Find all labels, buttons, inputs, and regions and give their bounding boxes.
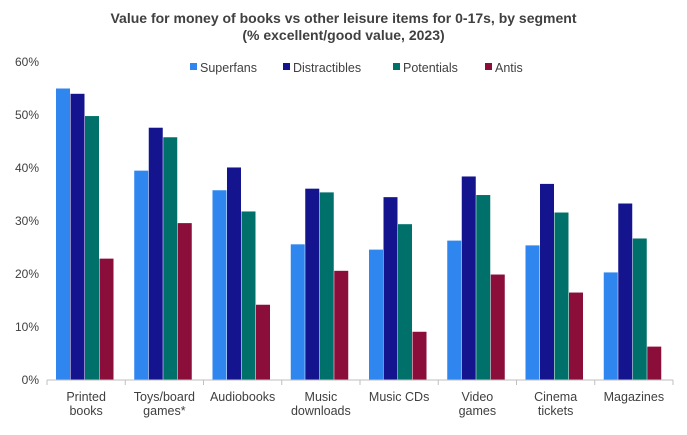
bar-distractibles bbox=[227, 167, 241, 380]
bar-antis bbox=[99, 258, 114, 380]
bar-superfans bbox=[369, 249, 383, 380]
x-category-label: Cinema bbox=[534, 390, 577, 404]
y-tick-label: 20% bbox=[15, 267, 39, 281]
legend-label-distractibles: Distractibles bbox=[293, 61, 361, 75]
bar-potentials bbox=[476, 195, 491, 380]
legend-label-superfans: Superfans bbox=[200, 61, 257, 75]
bar-superfans bbox=[56, 88, 70, 380]
bar-antis bbox=[490, 274, 505, 380]
bar-antis bbox=[256, 304, 270, 380]
x-category-label: Toys/board bbox=[134, 390, 195, 404]
bar-potentials bbox=[85, 116, 99, 380]
bar-distractibles bbox=[461, 176, 476, 380]
bar-antis bbox=[177, 223, 192, 380]
x-category-label: Video bbox=[462, 390, 494, 404]
x-category-label: games* bbox=[143, 404, 186, 418]
legend-swatch-potentials bbox=[393, 63, 400, 70]
y-tick-label: 30% bbox=[15, 214, 39, 228]
bar-superfans bbox=[212, 190, 227, 380]
chart-title-line-1: Value for money of books vs other leisur… bbox=[110, 10, 577, 26]
bar-potentials bbox=[241, 211, 256, 380]
legend-label-potentials: Potentials bbox=[403, 61, 458, 75]
bar-distractibles bbox=[540, 183, 554, 380]
x-category-label: Music CDs bbox=[369, 390, 429, 404]
bar-potentials bbox=[319, 192, 334, 380]
x-category-label: tickets bbox=[538, 404, 573, 418]
legend-swatch-distractibles bbox=[283, 63, 290, 70]
bar-superfans bbox=[525, 245, 540, 380]
bar-superfans bbox=[603, 272, 618, 380]
legend-swatch-antis bbox=[485, 63, 492, 70]
bar-superfans bbox=[290, 244, 305, 380]
bar-distractibles bbox=[383, 197, 398, 380]
bar-distractibles bbox=[305, 188, 320, 380]
bar-superfans bbox=[447, 240, 462, 380]
bar-potentials bbox=[632, 238, 647, 380]
bar-antis bbox=[412, 331, 427, 380]
bar-distractibles bbox=[148, 127, 163, 380]
x-category-label: Music bbox=[305, 390, 338, 404]
y-tick-label: 50% bbox=[15, 108, 39, 122]
y-tick-label: 60% bbox=[15, 55, 39, 69]
y-tick-label: 0% bbox=[22, 373, 40, 387]
legend-label-antis: Antis bbox=[495, 61, 523, 75]
chart-title-line-2: (% excellent/good value, 2023) bbox=[242, 27, 445, 43]
bar-antis bbox=[334, 270, 349, 380]
x-category-label: Magazines bbox=[604, 390, 664, 404]
bar-antis bbox=[569, 292, 583, 380]
bar-superfans bbox=[134, 170, 149, 380]
bar-distractibles bbox=[70, 93, 85, 381]
x-category-label: books bbox=[69, 404, 102, 418]
bar-potentials bbox=[398, 224, 412, 380]
bar-potentials bbox=[554, 212, 569, 380]
y-tick-label: 10% bbox=[15, 320, 39, 334]
bar-distractibles bbox=[618, 203, 633, 380]
y-tick-label: 40% bbox=[15, 161, 39, 175]
x-category-label: Audiobooks bbox=[210, 390, 275, 404]
x-category-label: games bbox=[459, 404, 497, 418]
bar-antis bbox=[647, 346, 662, 380]
legend-swatch-superfans bbox=[190, 63, 197, 70]
x-category-label: downloads bbox=[291, 404, 351, 418]
x-category-label: Printed bbox=[66, 390, 106, 404]
bar-potentials bbox=[163, 137, 178, 380]
